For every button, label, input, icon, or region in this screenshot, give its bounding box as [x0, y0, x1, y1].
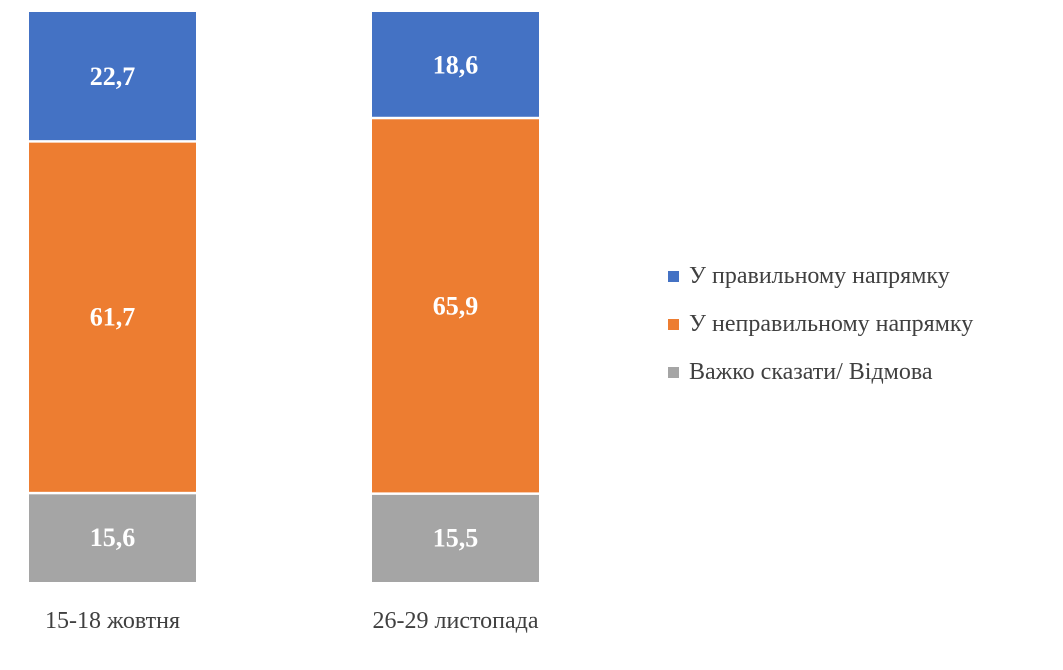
legend-swatch	[668, 270, 679, 282]
bar-segment	[372, 494, 539, 582]
legend-item: Важко сказати/ Відмова	[668, 348, 973, 396]
data-label: 15,5	[433, 523, 479, 552]
data-label: 15,6	[90, 523, 136, 552]
category-label: 26-29 листопада	[373, 608, 539, 634]
bar-segment	[372, 119, 539, 493]
legend-label: Важко сказати/ Відмова	[689, 358, 933, 385]
chart-legend: У правильному напрямку У неправильному на…	[668, 252, 973, 396]
legend-label: У неправильному напрямку	[689, 310, 974, 337]
bar-segment	[29, 142, 196, 492]
bar-stack: 15,6 61,7 22,7	[29, 12, 196, 582]
data-label: 18,6	[433, 51, 479, 80]
data-label: 22,7	[90, 62, 136, 91]
bar-segment	[29, 12, 196, 141]
legend-item: У неправильному напрямку	[668, 300, 973, 348]
legend-swatch	[668, 318, 679, 330]
legend-item: У правильному напрямку	[668, 252, 973, 300]
legend-swatch	[668, 366, 679, 378]
legend-label: У правильному напрямку	[689, 262, 950, 289]
category-label: 15-18 жовтня	[45, 608, 180, 634]
bar-stack: 15,5 65,9 18,6	[372, 12, 539, 582]
bar-segment	[372, 12, 539, 117]
bar-segment	[29, 494, 196, 582]
data-label: 65,9	[433, 291, 479, 320]
data-label: 61,7	[90, 303, 136, 332]
